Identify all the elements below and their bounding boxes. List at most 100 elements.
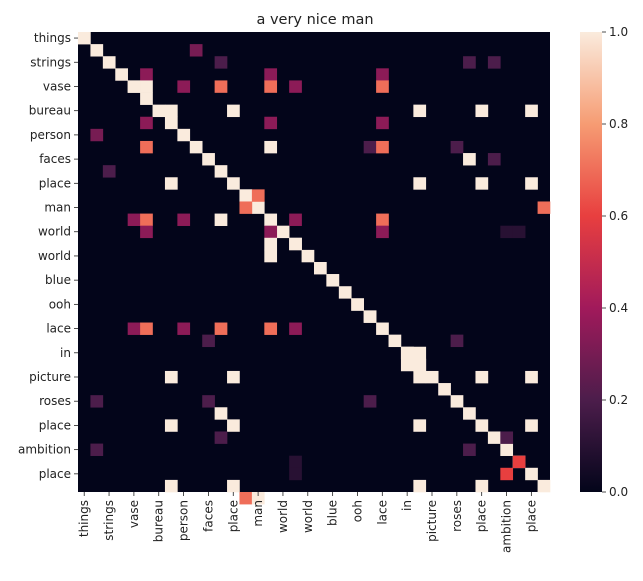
heatmap-cell xyxy=(525,104,538,118)
heatmap-cell xyxy=(537,479,551,493)
heatmap-cell xyxy=(140,322,153,335)
y-tick-label: ooh xyxy=(49,297,71,311)
colorbar-tick-label: 0.6 xyxy=(609,209,628,223)
heatmap-cell xyxy=(140,140,153,154)
heatmap-cell xyxy=(289,237,302,251)
heatmap-cell xyxy=(214,80,228,93)
heatmap-cell xyxy=(351,298,364,311)
x-tick-label: in xyxy=(400,500,414,511)
heatmap-cell xyxy=(388,334,402,348)
y-tick-label: blue xyxy=(45,273,71,287)
heatmap-cell xyxy=(400,346,414,360)
x-tick-label: strings xyxy=(102,500,116,541)
heatmap-cell xyxy=(487,153,501,166)
heatmap-cell xyxy=(164,177,178,190)
heatmap-cell xyxy=(376,140,389,154)
y-tick-label: world xyxy=(38,225,71,239)
heatmap-cell xyxy=(314,262,327,275)
y-tick-label: place xyxy=(39,176,71,190)
heatmap-cell xyxy=(264,68,278,81)
heatmap-cell xyxy=(214,322,228,335)
heatmap-cell xyxy=(475,177,489,190)
heatmap-cell xyxy=(413,479,427,493)
heatmap-cell xyxy=(512,225,526,239)
heatmap-cell xyxy=(289,80,302,93)
heatmap-cell xyxy=(500,467,514,481)
heatmap-cell xyxy=(177,322,191,335)
heatmap-cell xyxy=(140,80,153,93)
x-tick-label: bureau xyxy=(152,500,166,542)
heatmap-cell xyxy=(239,189,253,202)
x-tick-label: ooh xyxy=(350,500,364,522)
heatmap-cell xyxy=(239,201,253,214)
heatmap-cell xyxy=(140,68,153,81)
heatmap-cell xyxy=(177,128,191,142)
heatmap-cell xyxy=(450,140,464,154)
heatmap-cell xyxy=(475,479,489,493)
heatmap-cell xyxy=(227,370,240,384)
heatmap-cell xyxy=(525,419,538,432)
x-tick-label: place xyxy=(226,500,240,532)
x-tick-label: place xyxy=(524,500,538,532)
heatmap-cell xyxy=(177,80,191,93)
x-tick-label: things xyxy=(77,500,91,537)
heatmap-cells xyxy=(78,32,551,505)
heatmap-cell xyxy=(152,104,166,118)
heatmap-cell xyxy=(140,225,153,239)
heatmap-cell xyxy=(164,104,178,118)
x-tick-label: vase xyxy=(127,500,141,528)
chart-title: a very nice man xyxy=(256,12,373,28)
x-tick-label: roses xyxy=(450,500,464,532)
heatmap-cell xyxy=(239,492,253,505)
heatmap-cell xyxy=(525,370,538,384)
heatmap-cell xyxy=(264,140,278,154)
y-tick-label: strings xyxy=(30,55,71,69)
heatmap-cell xyxy=(127,322,141,335)
heatmap-cell xyxy=(525,177,538,190)
y-tick-label: person xyxy=(30,128,71,142)
x-tick-label: place xyxy=(475,500,489,532)
heatmap-cell xyxy=(140,116,153,130)
heatmap-cell xyxy=(413,370,427,384)
heatmap-cell xyxy=(90,443,104,456)
heatmap-cell xyxy=(127,80,141,93)
heatmap-cell xyxy=(90,395,104,408)
heatmap-cell xyxy=(227,177,240,190)
y-tick-label: faces xyxy=(39,152,71,166)
heatmap-cell xyxy=(164,419,178,432)
heatmap-cell xyxy=(214,56,228,69)
colorbar-tick-label: 0.4 xyxy=(609,301,628,315)
x-tick-label: blue xyxy=(326,500,340,526)
heatmap-cell xyxy=(102,56,116,69)
colorbar-axis: 0.0 0.2 0.4 0.6 0.8 1.0 xyxy=(602,25,628,499)
colorbar-tick-label: 0.2 xyxy=(609,393,628,407)
heatmap-cell xyxy=(500,225,514,239)
heatmap-cell xyxy=(214,407,228,420)
heatmap-cell xyxy=(164,370,178,384)
heatmap-cell xyxy=(164,116,178,130)
heatmap-cell xyxy=(189,44,203,57)
heatmap-cell xyxy=(301,249,315,263)
heatmap-cell xyxy=(400,358,414,372)
heatmap-cell xyxy=(438,383,451,396)
heatmap-cell xyxy=(251,201,265,214)
x-axis: things strings vase bureau person faces place m… xyxy=(77,492,538,553)
x-tick-label: picture xyxy=(425,500,439,542)
heatmap-cell xyxy=(463,56,476,69)
heatmap-cell xyxy=(500,443,514,456)
heatmap-cell xyxy=(413,104,427,118)
heatmap-cell xyxy=(487,431,501,444)
heatmap-cell xyxy=(264,80,278,93)
colorbar xyxy=(580,32,602,492)
heatmap-cell xyxy=(90,128,104,142)
heatmap-cell xyxy=(251,189,265,202)
heatmap-cell xyxy=(264,322,278,335)
heatmap-cell xyxy=(413,346,427,360)
x-tick-label: lace xyxy=(375,500,389,525)
heatmap-cell xyxy=(487,56,501,69)
heatmap-cell xyxy=(264,249,278,263)
heatmap-cell xyxy=(463,443,476,456)
y-tick-label: lace xyxy=(46,322,71,336)
y-tick-label: ambition xyxy=(18,443,71,457)
heatmap-cell xyxy=(413,177,427,190)
